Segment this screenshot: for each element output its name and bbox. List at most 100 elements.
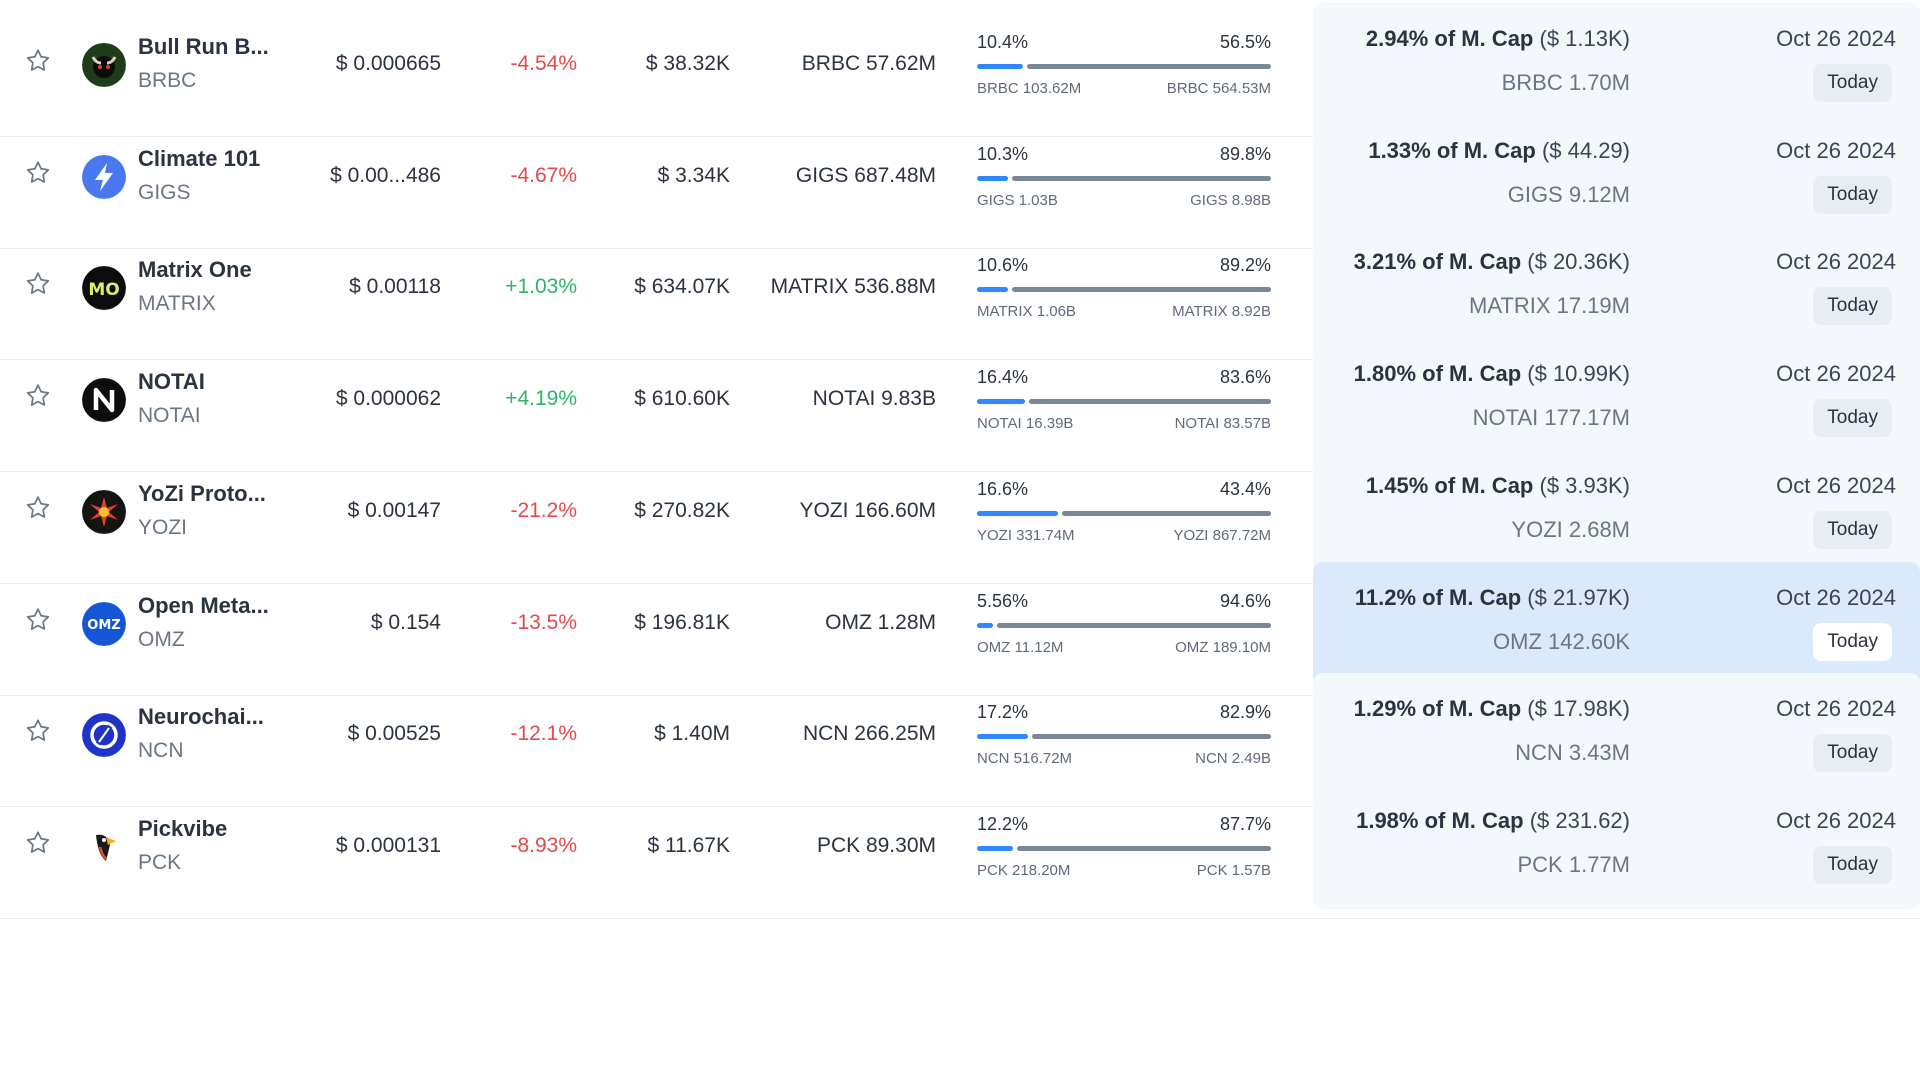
unlock-cap-percent: 3.21% of M. Cap bbox=[1353, 249, 1522, 275]
today-badge[interactable]: Today bbox=[1813, 287, 1892, 326]
token-symbol: NCN bbox=[138, 739, 184, 763]
unlock-token-amount: YOZI 2.68M bbox=[1511, 516, 1630, 542]
unlock-token-amount: MATRIX 17.19M bbox=[1469, 293, 1630, 319]
next-unlock-panel[interactable]: 2.94% of M. Cap ($ 1.13K) BRBC 1.70M Oct… bbox=[1313, 3, 1920, 127]
token-name[interactable]: Open Meta... bbox=[138, 592, 269, 618]
unlock-date: Oct 26 2024 bbox=[1776, 249, 1896, 275]
trading-volume: $ 270.82K bbox=[634, 498, 730, 522]
unlock-progress-bar bbox=[977, 175, 1271, 181]
locked-amount: NCN 2.49B bbox=[1195, 750, 1271, 768]
lightning-logo-icon bbox=[82, 154, 126, 199]
token-symbol: MATRIX bbox=[138, 292, 216, 316]
table-row[interactable]: YoZi Proto... YOZI $ 0.00147 -21.2% $ 27… bbox=[0, 446, 1920, 584]
unlock-usd-value: ($ 21.97K) bbox=[1527, 584, 1630, 610]
trading-volume: $ 634.07K bbox=[634, 275, 730, 299]
unlocked-amount: YOZI 331.74M bbox=[977, 526, 1075, 544]
unlock-cap-percent: 2.94% of M. Cap bbox=[1365, 26, 1534, 51]
locked-amount: OMZ 189.10M bbox=[1175, 638, 1271, 656]
token-name[interactable]: NOTAI bbox=[138, 369, 205, 395]
table-row[interactable]: Climate 101 GIGS $ 0.00...486 -4.67% $ 3… bbox=[0, 111, 1920, 249]
trading-volume: $ 610.60K bbox=[634, 387, 730, 411]
next-unlock-panel[interactable]: 1.98% of M. Cap ($ 231.62) PCK 1.77M Oct… bbox=[1313, 784, 1920, 909]
notai-logo-icon bbox=[82, 378, 126, 423]
unlock-progress-bar bbox=[977, 399, 1271, 405]
circulating-supply: NCN 266.25M bbox=[802, 722, 936, 746]
yozi-logo-icon bbox=[82, 489, 126, 534]
neurochain-logo-icon bbox=[82, 713, 126, 758]
token-name[interactable]: Pickvibe bbox=[138, 815, 228, 841]
unlock-usd-value: ($ 17.98K) bbox=[1527, 696, 1630, 722]
price-change: +1.03% bbox=[505, 275, 577, 299]
unlocked-percent: 10.6% bbox=[977, 255, 1029, 276]
today-badge[interactable]: Today bbox=[1813, 399, 1892, 438]
unlock-market-cap-share: 1.33% of M. Cap ($ 44.29) bbox=[1368, 138, 1630, 164]
next-unlock-panel[interactable]: 3.21% of M. Cap ($ 20.36K) MATRIX 17.19M… bbox=[1313, 226, 1920, 351]
unlock-market-cap-share: 11.2% of M. Cap ($ 21.97K) bbox=[1355, 585, 1630, 611]
unlock-usd-value: ($ 20.36K) bbox=[1527, 249, 1630, 275]
next-unlock-panel[interactable]: 1.80% of M. Cap ($ 10.99K) NOTAI 177.17M… bbox=[1313, 338, 1920, 463]
table-row[interactable]: Neurochai... NCN $ 0.00525 -12.1% $ 1.40… bbox=[0, 669, 1920, 808]
price-change: -4.54% bbox=[510, 52, 577, 75]
unlock-progress-remaining bbox=[1012, 287, 1271, 293]
circulating-supply: YOZI 166.60M bbox=[799, 498, 936, 522]
unlock-market-cap-share: 1.29% of M. Cap ($ 17.98K) bbox=[1354, 696, 1630, 722]
token-price: $ 0.000062 bbox=[335, 387, 441, 411]
price-change: -12.1% bbox=[510, 722, 577, 746]
price-change: +4.19% bbox=[505, 387, 577, 411]
star-icon[interactable] bbox=[24, 606, 52, 634]
token-name[interactable]: Bull Run B... bbox=[138, 34, 269, 59]
today-badge[interactable]: Today bbox=[1813, 845, 1892, 884]
token-name[interactable]: Climate 101 bbox=[138, 145, 261, 171]
today-badge[interactable]: Today bbox=[1813, 64, 1892, 102]
unlock-usd-value: ($ 10.99K) bbox=[1527, 361, 1630, 387]
unlocked-amount: MATRIX 1.06B bbox=[977, 303, 1076, 321]
next-unlock-panel[interactable]: 1.29% of M. Cap ($ 17.98K) NCN 3.43M Oct… bbox=[1313, 673, 1920, 798]
unlock-date: Oct 26 2024 bbox=[1776, 696, 1896, 722]
token-name[interactable]: Matrix One bbox=[138, 257, 252, 283]
table-row[interactable]: MO Matrix One MATRIX $ 0.00118 +1.03% $ … bbox=[0, 222, 1920, 361]
locked-amount: NOTAI 83.57B bbox=[1174, 415, 1271, 433]
star-icon[interactable] bbox=[24, 717, 52, 745]
token-symbol: GIGS bbox=[138, 180, 191, 204]
unlock-token-amount: PCK 1.77M bbox=[1517, 851, 1631, 877]
table-row[interactable]: OMZ Open Meta... OMZ $ 0.154 -13.5% $ 19… bbox=[0, 558, 1920, 696]
next-unlock-panel[interactable]: 1.33% of M. Cap ($ 44.29) GIGS 9.12M Oct… bbox=[1313, 114, 1920, 239]
token-price: $ 0.000665 bbox=[335, 52, 441, 75]
next-unlock-panel[interactable]: 1.45% of M. Cap ($ 3.93K) YOZI 2.68M Oct… bbox=[1313, 449, 1920, 574]
trading-volume: $ 196.81K bbox=[634, 610, 730, 634]
star-icon[interactable] bbox=[24, 270, 52, 298]
today-badge[interactable]: Today bbox=[1813, 734, 1892, 773]
unlocked-percent: 16.4% bbox=[977, 367, 1029, 388]
unlocked-amount: PCK 218.20M bbox=[977, 861, 1071, 879]
unlock-cap-percent: 1.98% of M. Cap bbox=[1356, 807, 1524, 833]
star-icon[interactable] bbox=[24, 494, 52, 522]
star-icon[interactable] bbox=[24, 159, 52, 187]
locked-amount: YOZI 867.72M bbox=[1173, 526, 1271, 544]
token-price: $ 0.00...486 bbox=[330, 163, 441, 187]
table-row[interactable]: Bull Run B... BRBC $ 0.000665 -4.54% $ 3… bbox=[0, 0, 1920, 137]
unlock-progress-remaining bbox=[1017, 845, 1271, 851]
unlocked-percent: 12.2% bbox=[977, 813, 1029, 834]
unlock-token-amount: OMZ 142.60K bbox=[1493, 628, 1630, 654]
unlock-market-cap-share: 1.45% of M. Cap ($ 3.93K) bbox=[1366, 473, 1630, 499]
star-icon[interactable] bbox=[24, 47, 52, 75]
unlock-date: Oct 26 2024 bbox=[1776, 26, 1896, 51]
unlock-progress-fill bbox=[977, 845, 1013, 851]
table-row[interactable]: Pickvibe PCK $ 0.000131 -8.93% $ 11.67K … bbox=[0, 781, 1920, 919]
locked-percent: 56.5% bbox=[1219, 32, 1271, 52]
next-unlock-panel[interactable]: 11.2% of M. Cap ($ 21.97K) OMZ 142.60K O… bbox=[1313, 561, 1920, 686]
trading-volume: $ 1.40M bbox=[654, 722, 730, 746]
locked-percent: 82.9% bbox=[1219, 702, 1271, 723]
today-badge[interactable]: Today bbox=[1813, 175, 1892, 214]
star-icon[interactable] bbox=[24, 382, 52, 410]
today-badge[interactable]: Today bbox=[1813, 622, 1892, 661]
unlock-progress-remaining bbox=[997, 622, 1271, 628]
unlock-progress-fill bbox=[977, 287, 1008, 293]
unlock-progress-remaining bbox=[1062, 510, 1271, 516]
today-badge[interactable]: Today bbox=[1813, 510, 1892, 549]
table-row[interactable]: NOTAI NOTAI $ 0.000062 +4.19% $ 610.60K … bbox=[0, 334, 1920, 473]
token-name[interactable]: YoZi Proto... bbox=[138, 480, 266, 506]
unlock-date: Oct 26 2024 bbox=[1776, 472, 1896, 498]
star-icon[interactable] bbox=[24, 829, 52, 857]
token-name[interactable]: Neurochai... bbox=[138, 704, 264, 730]
